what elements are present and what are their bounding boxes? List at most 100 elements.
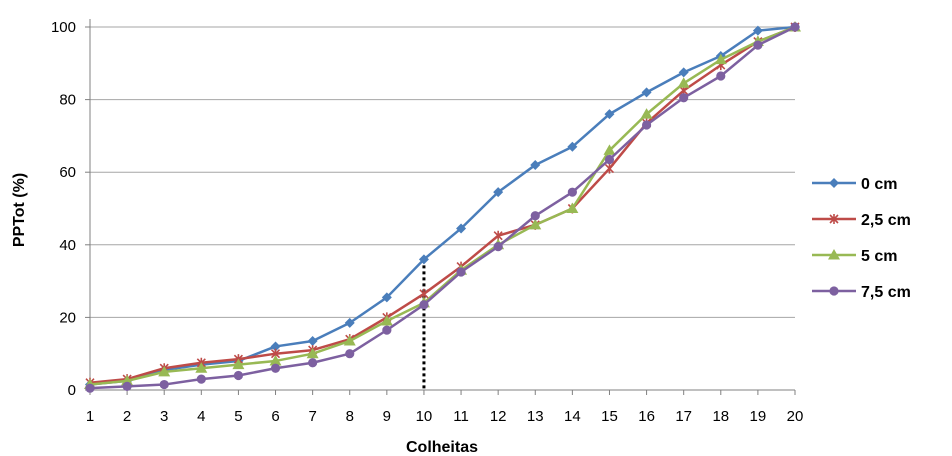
x-tick-label: 16 xyxy=(638,408,655,425)
legend-label: 2,5 cm xyxy=(861,212,911,229)
legend-marker xyxy=(829,178,839,188)
legend-label: 5 cm xyxy=(861,248,897,265)
data-point xyxy=(714,53,727,65)
data-point xyxy=(343,334,356,346)
data-point xyxy=(270,363,281,373)
x-tick-label: 5 xyxy=(234,408,242,425)
y-tick-label: 20 xyxy=(59,309,76,326)
x-tick-label: 2 xyxy=(123,408,131,425)
legend-marker xyxy=(829,286,839,296)
data-point xyxy=(677,77,690,88)
data-point xyxy=(159,379,169,390)
legend-item: 0 cm xyxy=(812,176,897,193)
x-tick-label: 17 xyxy=(675,408,692,425)
data-point xyxy=(567,141,578,152)
x-tick-label: 19 xyxy=(750,408,767,425)
series-group xyxy=(84,21,801,393)
data-point xyxy=(158,365,171,377)
data-point xyxy=(122,381,132,391)
data-point xyxy=(640,108,653,119)
series-line xyxy=(89,25,796,386)
x-tick-label: 3 xyxy=(160,408,168,425)
legend-label: 0 cm xyxy=(861,176,897,193)
y-tick-label: 80 xyxy=(59,92,76,109)
data-point xyxy=(567,187,577,197)
gridlines xyxy=(90,26,795,318)
data-point xyxy=(269,354,282,366)
data-point xyxy=(308,358,318,368)
data-point xyxy=(716,71,726,81)
data-point xyxy=(456,223,467,234)
data-point xyxy=(345,349,355,359)
legend-marker xyxy=(828,249,840,260)
data-point xyxy=(678,67,689,78)
data-point xyxy=(380,315,393,326)
series-line xyxy=(89,25,796,384)
x-tick-label: 11 xyxy=(453,408,469,425)
x-tick-labels: 1 2 3 4 5 6 7 8 9 10 11 12 13 14 15 16 17 18 19 20 xyxy=(86,408,804,425)
x-tick-label: 6 xyxy=(271,408,279,425)
series-7-5-cm xyxy=(85,22,800,393)
x-axis-title: Colheitas xyxy=(406,439,478,456)
data-point xyxy=(307,335,318,346)
data-point xyxy=(381,292,392,303)
data-point xyxy=(419,300,429,310)
x-tick-label: 10 xyxy=(416,408,433,425)
data-point xyxy=(603,144,616,155)
data-point xyxy=(604,163,615,174)
data-point xyxy=(232,358,245,370)
y-tick-label: 100 xyxy=(51,19,76,36)
data-point xyxy=(493,242,503,252)
data-point xyxy=(604,109,615,120)
y-tick-label: 40 xyxy=(59,237,76,254)
data-point xyxy=(344,317,355,328)
data-point xyxy=(641,87,652,98)
x-tick-label: 12 xyxy=(490,408,507,425)
data-point xyxy=(195,362,208,373)
legend-item: 2,5 cm xyxy=(812,212,911,229)
series-line xyxy=(89,25,796,386)
axes xyxy=(85,19,796,395)
x-tick-label: 4 xyxy=(197,408,205,425)
x-tick-label: 14 xyxy=(564,408,581,425)
legend-item: 7,5 cm xyxy=(812,284,911,301)
x-tick-label: 20 xyxy=(787,408,804,425)
data-point xyxy=(566,202,579,213)
x-tick-label: 7 xyxy=(308,408,316,425)
data-point xyxy=(679,93,689,103)
data-point xyxy=(270,341,281,352)
data-point xyxy=(382,325,392,335)
y-axis-title: PPTot (%) xyxy=(11,173,28,247)
data-point xyxy=(306,347,319,359)
legend-marker xyxy=(829,214,839,224)
data-point xyxy=(418,254,429,265)
series-5-cm xyxy=(84,21,801,390)
x-tick-label: 18 xyxy=(712,408,729,425)
data-point xyxy=(752,25,763,36)
data-point xyxy=(456,267,466,277)
legend-label: 7,5 cm xyxy=(861,284,911,301)
data-point xyxy=(641,120,652,130)
legend: 0 cm 2,5 cm 5 cm 7,5 cm xyxy=(812,176,911,301)
data-point xyxy=(529,218,542,230)
data-point xyxy=(530,159,541,170)
data-point xyxy=(753,40,763,50)
data-point xyxy=(233,370,244,381)
series-line xyxy=(89,25,796,390)
x-tick-label: 8 xyxy=(346,408,354,425)
x-tick-label: 15 xyxy=(601,408,618,425)
data-point xyxy=(604,154,615,165)
data-point xyxy=(121,374,134,386)
data-point xyxy=(790,22,800,32)
legend-item: 5 cm xyxy=(812,248,897,265)
x-tick-label: 1 xyxy=(86,408,94,425)
x-tick-label: 9 xyxy=(383,408,391,425)
data-point xyxy=(530,211,540,221)
data-point xyxy=(196,374,206,384)
x-tick-label: 13 xyxy=(527,408,544,425)
y-tick-label: 60 xyxy=(59,164,76,181)
data-point xyxy=(85,383,95,393)
y-tick-labels: 0 20 40 60 80 100 xyxy=(51,19,76,399)
data-point xyxy=(493,187,504,198)
